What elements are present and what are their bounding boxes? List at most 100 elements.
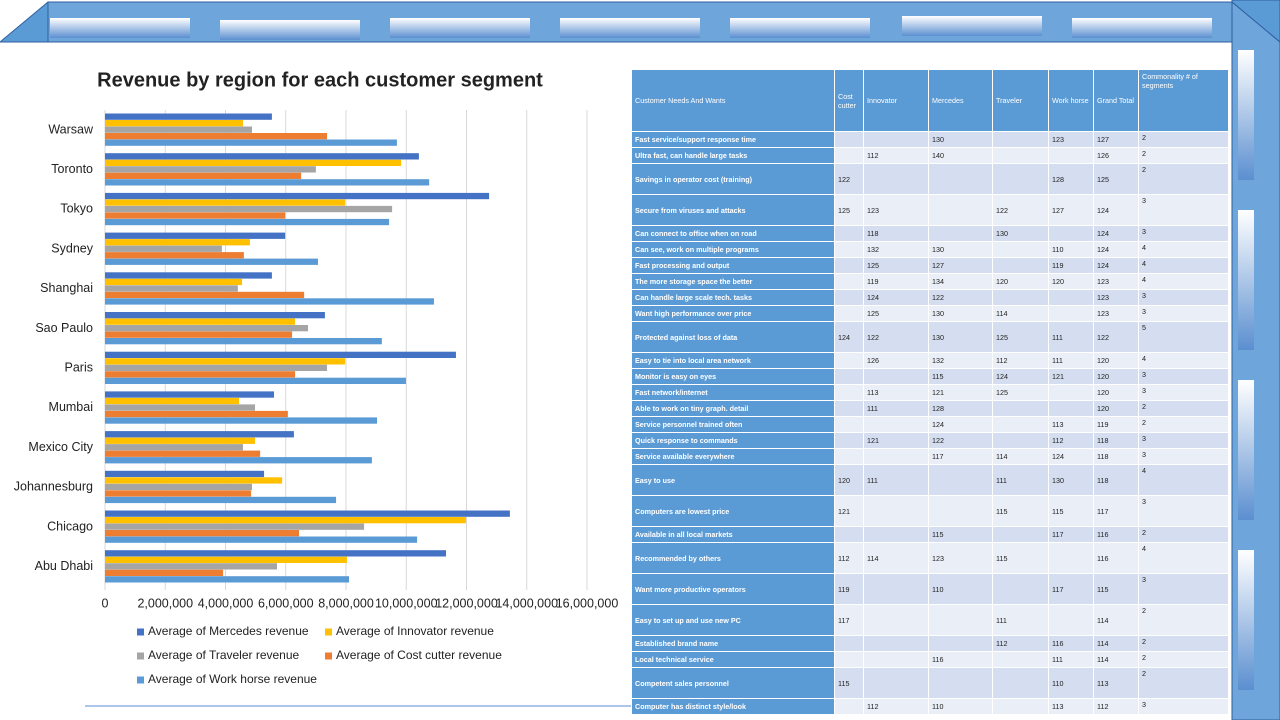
value-cell: 114 bbox=[863, 542, 929, 574]
legend-swatch bbox=[137, 652, 144, 660]
value-cell: 118 bbox=[863, 225, 929, 242]
value-cell bbox=[992, 573, 1049, 605]
bar bbox=[105, 298, 434, 305]
value-cell: 126 bbox=[863, 352, 929, 369]
value-cell bbox=[834, 147, 864, 164]
value-cell bbox=[992, 526, 1049, 543]
value-cell bbox=[928, 604, 993, 636]
value-cell: 113 bbox=[1048, 698, 1094, 715]
value-cell bbox=[834, 289, 864, 306]
value-cell: 123 bbox=[1048, 131, 1094, 148]
header-cell: Grand Total bbox=[1093, 69, 1139, 132]
value-cell: 132 bbox=[928, 352, 993, 369]
value-cell: 119 bbox=[863, 273, 929, 290]
y-tick-label: Warsaw bbox=[48, 122, 94, 136]
table-row: Easy to set up and use new PC 117 111 114 2 bbox=[631, 604, 1229, 636]
legend-swatch bbox=[137, 676, 144, 684]
y-tick-label: Johannesburg bbox=[14, 480, 93, 494]
value-cell bbox=[834, 241, 864, 258]
legend-swatch bbox=[325, 628, 332, 636]
value-cell: 4 bbox=[1138, 241, 1229, 258]
value-cell: 120 bbox=[1093, 400, 1139, 417]
table-row: The more storage space the better 119 134 1… bbox=[631, 273, 1229, 290]
bar bbox=[105, 523, 365, 530]
value-cell: 123 bbox=[1093, 289, 1139, 306]
value-cell: 4 bbox=[1138, 257, 1229, 274]
value-cell: 115 bbox=[834, 667, 864, 699]
bar bbox=[105, 239, 250, 246]
value-cell bbox=[834, 368, 864, 385]
value-cell: 115 bbox=[1093, 573, 1139, 605]
value-cell: 124 bbox=[1093, 225, 1139, 242]
value-cell: 2 bbox=[1138, 526, 1229, 543]
bar bbox=[105, 517, 466, 524]
value-cell: 122 bbox=[834, 163, 864, 195]
y-tick-label: Mumbai bbox=[49, 400, 93, 414]
value-cell bbox=[863, 635, 929, 652]
bar bbox=[105, 358, 346, 365]
need-cell: Easy to tie into local area network bbox=[631, 352, 835, 369]
need-cell: Computers are lowest price bbox=[631, 495, 835, 527]
legend-swatch bbox=[325, 652, 332, 660]
value-cell: 116 bbox=[1093, 526, 1139, 543]
value-cell bbox=[928, 194, 993, 226]
y-tick-label: Sydney bbox=[51, 241, 93, 255]
value-cell bbox=[1048, 289, 1094, 306]
y-tick-label: Chicago bbox=[47, 519, 93, 533]
value-cell: 112 bbox=[992, 635, 1049, 652]
x-tick-label: 8,000,000 bbox=[318, 596, 374, 610]
bar bbox=[105, 550, 447, 557]
bar bbox=[105, 563, 278, 570]
value-cell: 2 bbox=[1138, 416, 1229, 433]
bar bbox=[105, 331, 293, 338]
value-cell: 124 bbox=[1093, 241, 1139, 258]
value-cell: 117 bbox=[834, 604, 864, 636]
value-cell bbox=[863, 495, 929, 527]
header-cell: Work horse bbox=[1048, 69, 1094, 132]
value-cell: 127 bbox=[928, 257, 993, 274]
value-cell bbox=[863, 416, 929, 433]
value-cell bbox=[992, 651, 1049, 668]
value-cell: 111 bbox=[1048, 651, 1094, 668]
value-cell: 113 bbox=[863, 384, 929, 401]
value-cell: 114 bbox=[1093, 635, 1139, 652]
need-cell: Established brand name bbox=[631, 635, 835, 652]
x-tick-label: 6,000,000 bbox=[258, 596, 314, 610]
bar bbox=[105, 252, 244, 259]
value-cell: 111 bbox=[863, 400, 929, 417]
bar bbox=[105, 312, 325, 319]
header-cell: Cost cutter bbox=[834, 69, 864, 132]
value-cell: 132 bbox=[863, 241, 929, 258]
value-cell bbox=[834, 384, 864, 401]
table-row: Local technical service 116 111 114 2 bbox=[631, 651, 1229, 668]
value-cell: 125 bbox=[1093, 163, 1139, 195]
need-cell: Fast service/support response time bbox=[631, 131, 835, 148]
value-cell: 117 bbox=[1048, 526, 1094, 543]
value-cell: 125 bbox=[863, 257, 929, 274]
need-cell: Monitor is easy on eyes bbox=[631, 368, 835, 385]
bar bbox=[105, 490, 252, 497]
value-cell: 123 bbox=[863, 194, 929, 226]
value-cell: 120 bbox=[1048, 273, 1094, 290]
bar bbox=[105, 245, 222, 252]
value-cell: 122 bbox=[992, 194, 1049, 226]
value-cell: 123 bbox=[928, 542, 993, 574]
value-cell: 117 bbox=[1093, 495, 1139, 527]
value-cell bbox=[834, 448, 864, 465]
need-cell: Ultra fast, can handle large tasks bbox=[631, 147, 835, 164]
value-cell: 2 bbox=[1138, 147, 1229, 164]
bar bbox=[105, 126, 253, 133]
value-cell bbox=[992, 257, 1049, 274]
table-row: Able to work on tiny graph. detail 111 128… bbox=[631, 400, 1229, 417]
value-cell: 3 bbox=[1138, 194, 1229, 226]
value-cell: 4 bbox=[1138, 464, 1229, 496]
need-cell: Quick response to commands bbox=[631, 432, 835, 449]
value-cell: 116 bbox=[928, 651, 993, 668]
need-cell: Savings in operator cost (training) bbox=[631, 163, 835, 195]
bar bbox=[105, 417, 378, 424]
value-cell bbox=[834, 526, 864, 543]
value-cell bbox=[928, 464, 993, 496]
value-cell: 4 bbox=[1138, 542, 1229, 574]
value-cell: 2 bbox=[1138, 635, 1229, 652]
